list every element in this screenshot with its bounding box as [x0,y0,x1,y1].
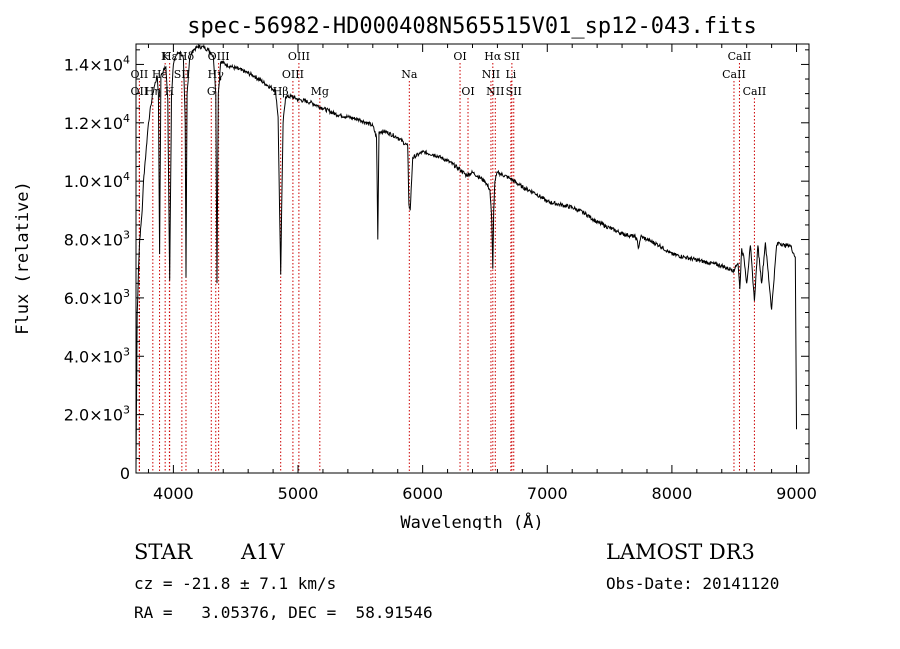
x-axis-ticks: 4000 5000 6000 7000 8000 9000 [147,44,817,503]
line-marker-label: OIII [288,50,310,63]
x-tick-label: 5000 [278,484,319,503]
redshift-info: cz = -21.8 ± 7.1 km/s [134,574,337,593]
line-marker-label: SII [174,68,190,81]
line-marker-label: Hδ [178,50,195,63]
line-marker-label: NII [482,68,500,81]
line-marker-label: Hγ [208,68,225,81]
line-marker-label: Na [401,68,418,81]
plot-frame [135,43,810,474]
line-marker-label: SII [504,50,520,63]
y-tick-label: 1.4×104 [64,53,130,74]
line-marker-label: Hε [152,68,168,81]
y-tick-label: 8.0×103 [64,229,130,250]
y-tick-label: 6.0×103 [64,287,130,308]
line-marker-label: OI [461,85,474,98]
object-subclass: A1V [241,540,285,564]
line-marker-label: CaII [722,68,746,81]
line-marker-label: Mg [311,85,329,98]
y-axis-ticks: 0 2.0×103 4.0×103 6.0×103 8.0×103 1.0×104 1.2×… [64,49,809,483]
line-marker-label: NII [486,85,504,98]
spectrum-line [135,43,797,471]
line-marker-label: G [207,85,216,98]
line-marker-label: Hβ [273,85,289,98]
y-tick-label: 0 [120,464,130,483]
line-marker-label: SII [506,85,522,98]
line-marker-label: H [165,85,175,98]
line-marker-label: Hε [162,50,178,63]
line-marker-label: OII [131,68,149,81]
x-tick-label: 4000 [153,484,194,503]
x-tick-label: 8000 [652,484,693,503]
y-tick-label: 1.2×104 [64,112,130,133]
y-tick-label: 4.0×103 [64,345,130,366]
line-marker-label: CaII [728,50,752,63]
line-marker-label: OI [453,50,466,63]
line-marker-label: Li [505,68,516,81]
line-marker-label: K [161,50,170,63]
line-marker-label: OII [131,85,149,98]
line-marker-label: Hη [145,85,161,98]
coordinates-info: RA = 3.05376, DEC = 58.91546 [134,603,433,622]
object-class: STAR [134,540,193,564]
survey-name: LAMOST DR3 [606,540,755,564]
y-tick-label: 1.0×104 [64,170,130,191]
y-tick-label: 2.0×103 [64,404,130,425]
observation-date: Obs-Date: 20141120 [606,574,780,593]
x-tick-label: 7000 [527,484,568,503]
x-tick-label: 6000 [402,484,443,503]
chart-title: spec-56982-HD000408N565515V01_sp12-043.f… [187,14,757,39]
y-axis-label: Flux (relative) [13,181,33,335]
x-axis-label: Wavelength (Å) [400,511,543,530]
line-marker-label: Hα [484,50,502,63]
line-marker-label: OIII [282,68,304,81]
line-marker-label: CaII [743,85,767,98]
x-tick-label: 9000 [776,484,817,503]
spectrum-chart: spec-56982-HD000408N565515V01_sp12-043.f… [13,14,817,530]
